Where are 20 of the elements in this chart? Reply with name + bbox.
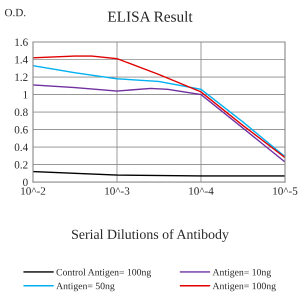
y-tick-label: 1 [24,91,28,98]
y-tick-label: 1.2 [15,74,28,82]
y-tick-label: 0.8 [14,108,28,116]
y-tick-label: 0.2 [14,161,28,169]
x-axis-title: Serial Dilutions of Antibody [72,229,229,242]
y-tick-label: 1.4 [15,56,28,64]
legend-label: Control Antigen= 100ng [56,268,152,278]
x-tick-label: 10^-3 [105,187,130,195]
y-tick-label: 1.6 [15,38,28,46]
y-tick-label: 0.4 [14,144,28,152]
x-tick-label: 10^-4 [189,187,214,195]
x-tick-label: 10^-5 [273,187,298,195]
y-axis-title: O.D. [4,8,26,16]
y-tick-label: 0 [23,178,28,186]
y-tick-label: 0.6 [14,126,28,134]
x-tick-label: 10^-2 [21,187,46,195]
legend-label: Antigen= 50ng [56,282,115,292]
legend-label: Antigen= 100ng [212,282,276,292]
legend-label: Antigen= 10ng [212,268,271,278]
chart-title: ELISA Result [108,11,193,22]
